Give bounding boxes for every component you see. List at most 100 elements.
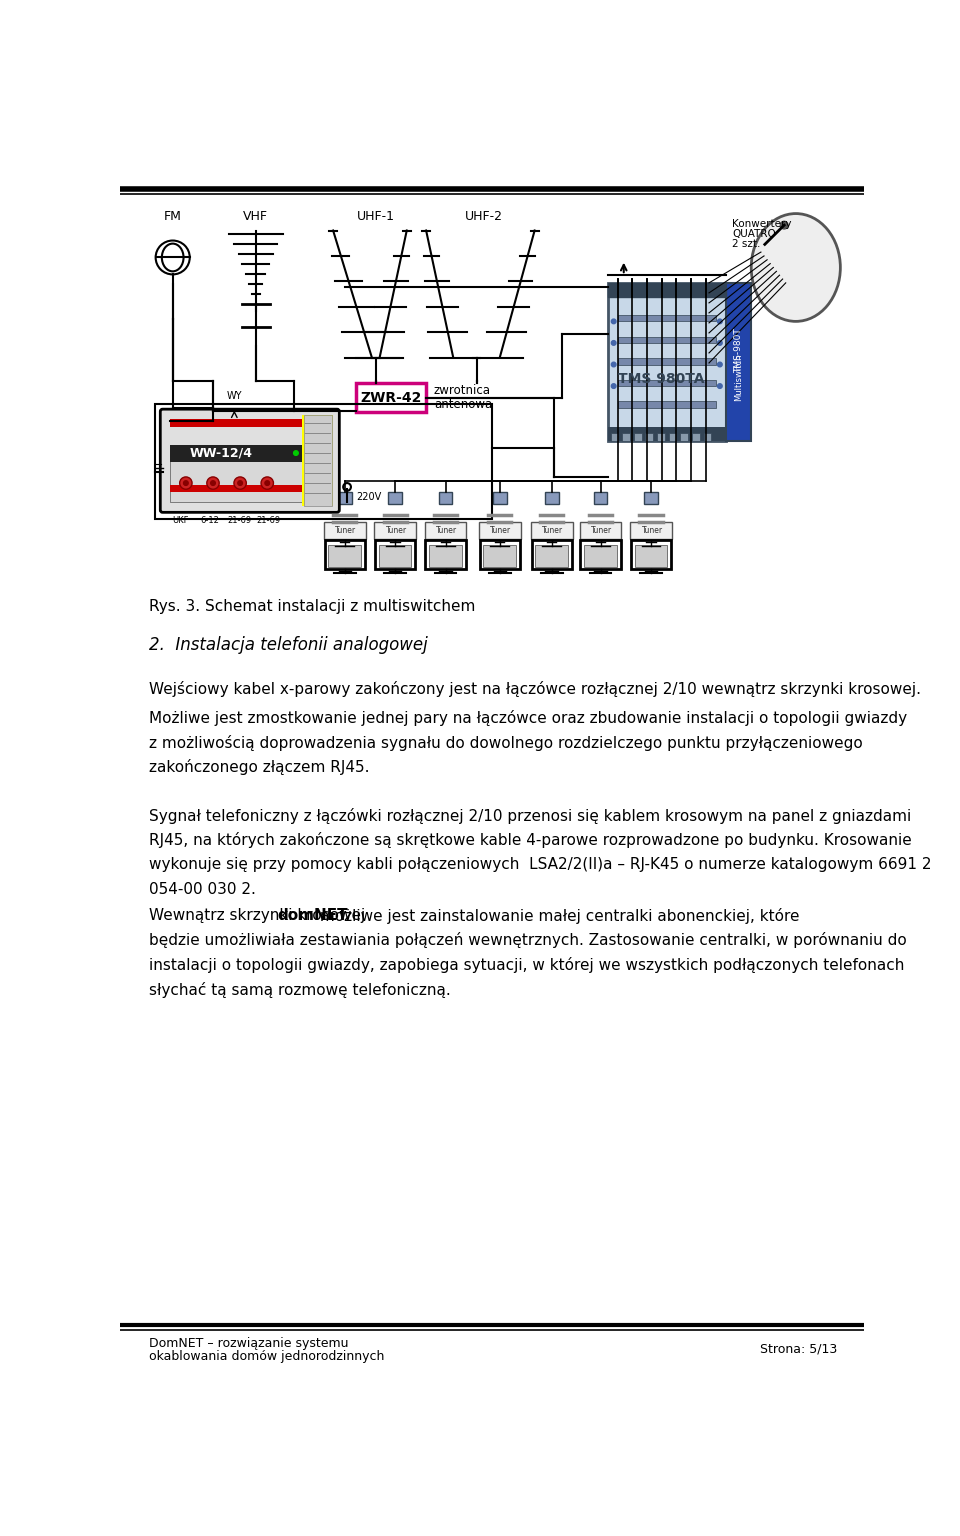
Bar bbox=[155, 404, 492, 519]
Circle shape bbox=[206, 476, 219, 490]
Circle shape bbox=[612, 362, 616, 367]
Text: 054-00 030 2.: 054-00 030 2. bbox=[150, 882, 256, 897]
Bar bbox=[328, 545, 361, 567]
Bar bbox=[617, 315, 716, 321]
Bar bbox=[492, 493, 507, 504]
Text: WY: WY bbox=[227, 392, 242, 401]
Text: 2.  Instalacja telefonii analogowej: 2. Instalacja telefonii analogowej bbox=[150, 636, 428, 654]
Bar bbox=[609, 283, 726, 296]
Bar bbox=[324, 522, 366, 539]
Text: zakończonego złączem RJ45.: zakończonego złączem RJ45. bbox=[150, 759, 370, 776]
Text: Rys. 3. Schemat instalacji z multiswitchem: Rys. 3. Schemat instalacji z multiswitch… bbox=[150, 599, 476, 614]
Text: RJ45, na których zakończone są skrętkowe kable 4-parowe rozprowadzone po budynku: RJ45, na których zakończone są skrętkowe… bbox=[150, 833, 912, 848]
Bar bbox=[338, 493, 351, 504]
Text: TMS 980TA: TMS 980TA bbox=[617, 372, 705, 386]
Circle shape bbox=[612, 341, 616, 346]
Text: Tuner: Tuner bbox=[436, 525, 457, 535]
Text: Strona: 5/13: Strona: 5/13 bbox=[759, 1342, 837, 1355]
Bar bbox=[681, 433, 688, 441]
Circle shape bbox=[612, 319, 616, 324]
Circle shape bbox=[294, 450, 299, 455]
Bar bbox=[479, 522, 520, 539]
Bar bbox=[630, 522, 672, 539]
Text: 21-69: 21-69 bbox=[256, 516, 281, 524]
Text: WW-12/4: WW-12/4 bbox=[190, 447, 252, 459]
Text: Wewnątrz skrzynki krosowej: Wewnątrz skrzynki krosowej bbox=[150, 908, 371, 923]
Bar bbox=[424, 522, 467, 539]
Bar bbox=[429, 545, 462, 567]
Text: słychać tą samą rozmowę telefoniczną.: słychać tą samą rozmowę telefoniczną. bbox=[150, 982, 451, 998]
Bar bbox=[704, 433, 711, 441]
Ellipse shape bbox=[752, 214, 840, 321]
Text: UHF-2: UHF-2 bbox=[466, 210, 503, 223]
Text: okablowania domów jednorodzinnych: okablowania domów jednorodzinnych bbox=[150, 1350, 385, 1362]
Bar bbox=[374, 522, 416, 539]
Text: VHF: VHF bbox=[243, 210, 268, 223]
Bar bbox=[635, 545, 667, 567]
Bar bbox=[580, 522, 621, 539]
Text: Tuner: Tuner bbox=[641, 525, 662, 535]
Bar bbox=[669, 433, 677, 441]
Bar bbox=[617, 379, 716, 386]
Bar bbox=[611, 433, 618, 441]
Circle shape bbox=[180, 476, 192, 490]
Text: Tuner: Tuner bbox=[335, 525, 356, 535]
Bar bbox=[609, 283, 726, 441]
Circle shape bbox=[612, 384, 616, 389]
Bar bbox=[631, 541, 671, 570]
Circle shape bbox=[717, 362, 722, 367]
Bar bbox=[170, 444, 302, 461]
Circle shape bbox=[780, 221, 788, 229]
Text: 21-69: 21-69 bbox=[228, 516, 252, 524]
Text: Multiswitch: Multiswitch bbox=[734, 353, 743, 401]
Text: UHF-1: UHF-1 bbox=[357, 210, 395, 223]
Bar bbox=[581, 541, 621, 570]
Bar bbox=[388, 493, 402, 504]
Circle shape bbox=[183, 481, 188, 485]
Bar bbox=[170, 485, 329, 493]
Text: DomNET – rozwiązanie systemu: DomNET – rozwiązanie systemu bbox=[150, 1338, 348, 1350]
Bar bbox=[726, 283, 751, 441]
Circle shape bbox=[717, 341, 722, 346]
Circle shape bbox=[261, 476, 274, 490]
Text: Wejściowy kabel x-parowy zakończony jest na łączówce rozłącznej 2/10 wewnątrz sk: Wejściowy kabel x-parowy zakończony jest… bbox=[150, 680, 922, 697]
Text: 6-12: 6-12 bbox=[201, 516, 219, 524]
Bar bbox=[480, 541, 520, 570]
Text: ZWR-42: ZWR-42 bbox=[361, 390, 422, 404]
Bar bbox=[593, 493, 608, 504]
Text: instalacji o topologii gwiazdy, zapobiega sytuacji, w której we wszystkich podłą: instalacji o topologii gwiazdy, zapobieg… bbox=[150, 957, 905, 974]
Circle shape bbox=[210, 481, 215, 485]
Text: Tuner: Tuner bbox=[386, 525, 407, 535]
Text: 2 szt.: 2 szt. bbox=[732, 240, 760, 249]
Bar bbox=[617, 401, 716, 407]
Circle shape bbox=[717, 384, 722, 389]
Bar bbox=[532, 541, 572, 570]
Bar bbox=[531, 522, 572, 539]
Text: Tuner: Tuner bbox=[491, 525, 512, 535]
Bar bbox=[303, 415, 331, 507]
Bar bbox=[634, 433, 641, 441]
Bar bbox=[617, 358, 716, 364]
Circle shape bbox=[265, 481, 270, 485]
Bar bbox=[425, 541, 466, 570]
Circle shape bbox=[234, 476, 247, 490]
Text: Sygnał telefoniczny z łączówki rozłącznej 2/10 przenosi się kablem krosowym na p: Sygnał telefoniczny z łączówki rozłączne… bbox=[150, 808, 912, 823]
Text: TMS-980T: TMS-980T bbox=[734, 327, 743, 373]
Text: możliwe jest zainstalowanie małej centralki abonenckiej, które: możliwe jest zainstalowanie małej centra… bbox=[315, 908, 799, 923]
Text: Możliwe jest zmostkowanie jednej pary na łączówce oraz zbudowanie instalacji o t: Możliwe jest zmostkowanie jednej pary na… bbox=[150, 710, 907, 727]
Text: Tuner: Tuner bbox=[542, 525, 564, 535]
Text: Konwertery: Konwertery bbox=[732, 220, 792, 229]
Bar bbox=[379, 545, 412, 567]
Bar bbox=[609, 287, 726, 296]
Bar bbox=[622, 433, 630, 441]
Text: z możliwością doprowadzenia sygnału do dowolnego rozdzielczego punktu przyłączen: z możliwością doprowadzenia sygnału do d… bbox=[150, 734, 863, 751]
Bar bbox=[692, 433, 700, 441]
Text: FM: FM bbox=[164, 210, 181, 223]
Bar bbox=[439, 493, 452, 504]
Bar bbox=[657, 433, 665, 441]
Text: UKF: UKF bbox=[172, 516, 189, 524]
Bar bbox=[536, 545, 568, 567]
Bar bbox=[645, 433, 653, 441]
Text: antenowa: antenowa bbox=[434, 398, 492, 412]
Text: Tuner: Tuner bbox=[591, 525, 612, 535]
